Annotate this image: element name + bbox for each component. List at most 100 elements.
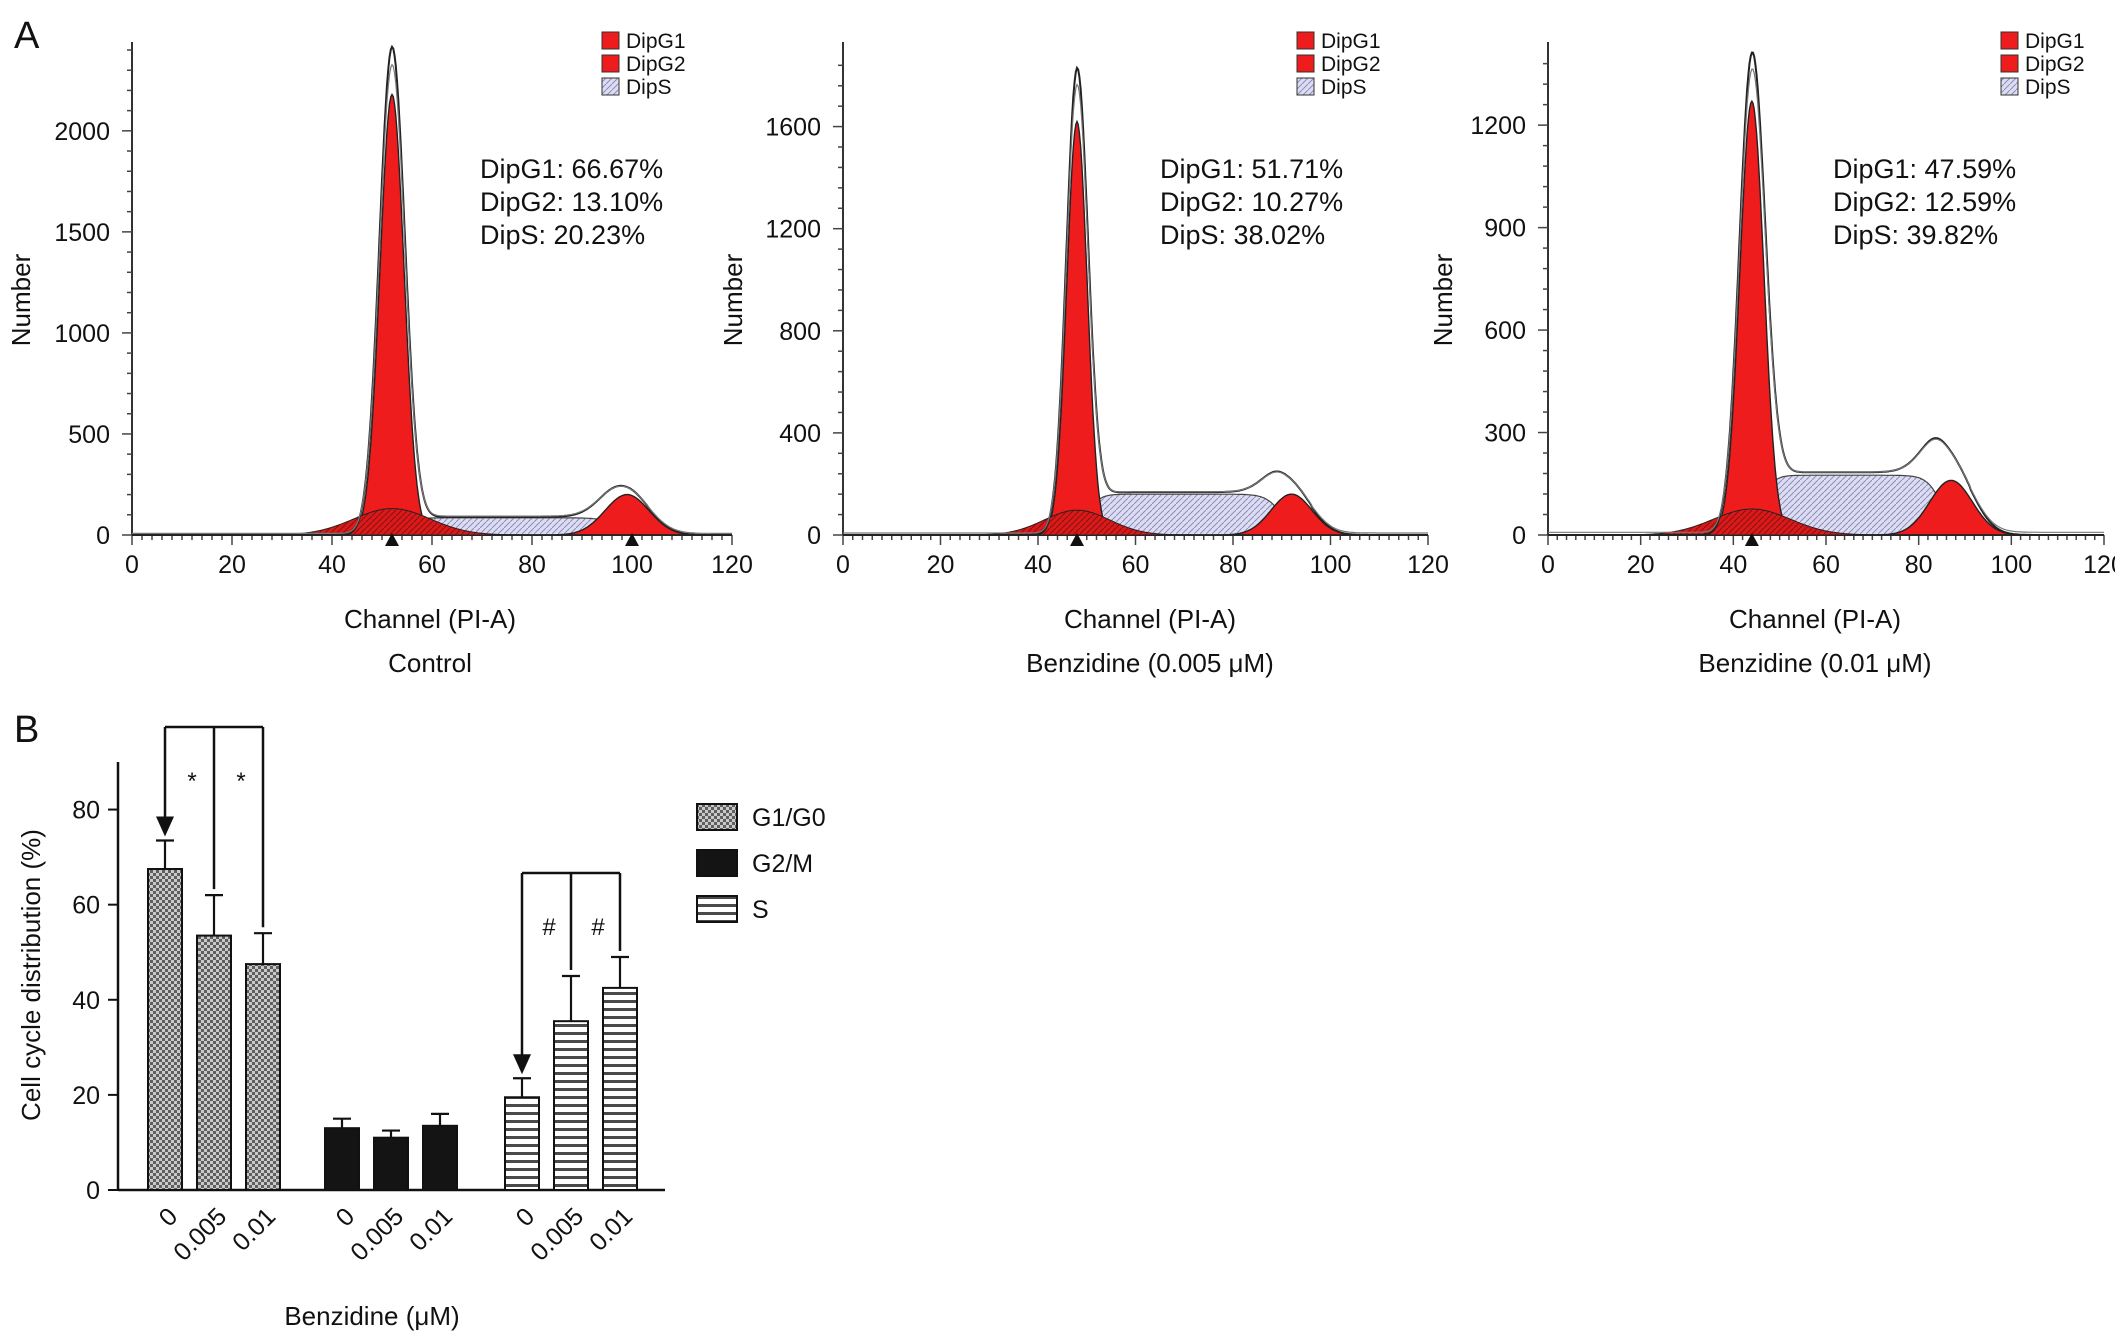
stat-annotation: DipS: 38.02% xyxy=(1160,220,1325,250)
x-tick-label: 40 xyxy=(1719,551,1747,579)
x-tick-label: 0.01 xyxy=(227,1202,281,1256)
significance-arrowhead xyxy=(156,816,174,837)
x-tick-label: 0.01 xyxy=(584,1202,638,1256)
legend-swatch xyxy=(601,31,620,50)
y-tick-label: 1200 xyxy=(1470,112,1526,140)
y-tick-label: 40 xyxy=(72,987,100,1015)
legend-label: DipG2 xyxy=(2025,53,2085,76)
y-axis-label: Number xyxy=(6,253,36,346)
legend-label: DipS xyxy=(626,76,672,99)
peak-marker-triangle xyxy=(1744,533,1759,546)
legend-swatch xyxy=(696,895,738,923)
raw-data-curve xyxy=(843,83,1428,534)
stat-annotation: DipG1: 47.59% xyxy=(1833,154,2016,184)
stat-annotation: DipG2: 10.27% xyxy=(1160,187,1343,217)
stat-annotation: DipG1: 51.71% xyxy=(1160,154,1343,184)
y-tick-label: 1600 xyxy=(765,114,821,142)
condition-label: Benzidine (0.01 μM) xyxy=(1698,648,1931,678)
x-tick-label: 60 xyxy=(1122,551,1150,579)
bar xyxy=(373,1136,409,1191)
y-tick-label: 60 xyxy=(72,892,100,920)
significance-symbol: * xyxy=(236,768,245,795)
legend-label: DipG1 xyxy=(1321,30,1381,53)
legend-swatch xyxy=(2000,31,2019,50)
y-tick-label: 900 xyxy=(1484,215,1526,243)
bar xyxy=(324,1127,360,1191)
x-tick-label: 0 xyxy=(836,551,850,579)
bar xyxy=(147,868,183,1191)
x-axis-label: Channel (PI-A) xyxy=(344,604,516,634)
x-axis-label: Benzidine (μM) xyxy=(284,1301,459,1331)
x-tick-label: 0 xyxy=(154,1202,184,1232)
x-tick-label: 80 xyxy=(1219,551,1247,579)
y-tick-label: 500 xyxy=(68,421,110,449)
legend-label: DipG1 xyxy=(626,30,686,53)
x-tick-label: 60 xyxy=(418,551,446,579)
y-tick-label: 2000 xyxy=(54,118,110,146)
stat-annotation: DipG1: 66.67% xyxy=(480,154,663,184)
x-tick-label: 100 xyxy=(1990,551,2032,579)
y-tick-label: 1500 xyxy=(54,219,110,247)
x-tick-label: 0 xyxy=(511,1202,541,1232)
stat-annotation: DipG2: 12.59% xyxy=(1833,187,2016,217)
bar-legend: G1/G0 G2/M S xyxy=(696,803,826,924)
legend-swatch xyxy=(2000,54,2019,73)
legend-swatch xyxy=(696,849,738,877)
x-tick-label: 0.005 xyxy=(345,1202,409,1266)
legend-label: S xyxy=(752,896,769,924)
x-tick-label: 80 xyxy=(518,551,546,579)
legend-swatch xyxy=(601,77,620,96)
histogram-panels: 0 20 40 60 80 100 1200500100015002000DipG1DipG… xyxy=(6,30,2115,678)
legend-swatch xyxy=(1296,31,1315,50)
x-tick-label: 80 xyxy=(1905,551,1933,579)
x-tick-label: 120 xyxy=(1407,551,1449,579)
raw-data-curve xyxy=(1548,68,2104,533)
y-tick-label: 600 xyxy=(1484,317,1526,345)
bar xyxy=(504,1096,540,1192)
y-tick-label: 800 xyxy=(779,318,821,346)
stat-annotation: DipS: 20.23% xyxy=(480,220,645,250)
histogram-panel-1: 0 20 40 60 80 100 1200500100015002000DipG1DipG… xyxy=(6,30,753,678)
histogram-panel-2: 0 20 40 60 80 100 120040080012001600DipG1DipG2… xyxy=(718,30,1449,678)
legend-swatch xyxy=(2000,77,2019,96)
legend-swatch xyxy=(1296,77,1315,96)
x-tick-label: 0 xyxy=(125,551,139,579)
x-tick-label: 0.01 xyxy=(404,1202,458,1256)
x-tick-label: 40 xyxy=(1024,551,1052,579)
legend-label: DipS xyxy=(2025,76,2071,99)
panel-letter-b: B xyxy=(14,709,39,751)
legend-label: DipG1 xyxy=(2025,30,2085,53)
bar xyxy=(245,963,281,1191)
x-axis-label: Channel (PI-A) xyxy=(1729,604,1901,634)
bar xyxy=(553,1020,589,1192)
condition-label: Benzidine (0.005 μM) xyxy=(1026,648,1274,678)
x-tick-label: 20 xyxy=(1627,551,1655,579)
condition-label: Control xyxy=(388,648,472,678)
legend-swatch xyxy=(696,803,738,831)
bar xyxy=(196,934,232,1191)
peak-marker-triangle xyxy=(625,533,639,546)
y-tick-label: 0 xyxy=(86,1177,100,1205)
y-tick-label: 1200 xyxy=(765,216,821,244)
bar xyxy=(602,986,638,1192)
x-tick-label: 100 xyxy=(1310,551,1352,579)
x-tick-label: 20 xyxy=(927,551,955,579)
x-tick-label: 120 xyxy=(711,551,753,579)
x-tick-label: 100 xyxy=(611,551,653,579)
raw-data-curve xyxy=(132,63,732,534)
significance-symbol: # xyxy=(591,914,605,941)
y-axis-label: Number xyxy=(1428,253,1458,346)
x-tick-label: 20 xyxy=(218,551,246,579)
significance-symbol: # xyxy=(542,914,556,941)
x-tick-label: 40 xyxy=(318,551,346,579)
peak-marker-triangle xyxy=(1070,533,1084,546)
x-tick-label: 0 xyxy=(331,1202,361,1232)
dipg1-area xyxy=(1548,99,2104,536)
significance-arrowhead xyxy=(513,1054,531,1075)
y-tick-label: 1000 xyxy=(54,320,110,348)
histogram-panel-3: 02040608010012003006009001200DipG1DipG2D… xyxy=(1428,30,2115,678)
